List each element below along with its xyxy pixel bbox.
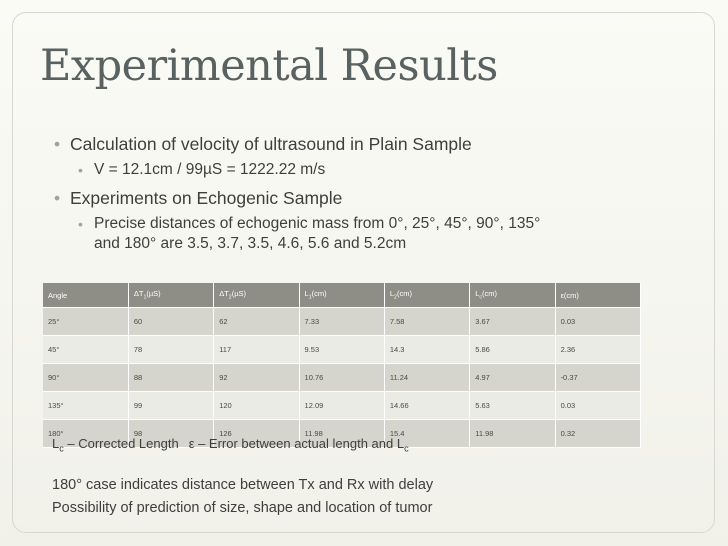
header-l1: L1(cm) <box>299 283 385 308</box>
bullet-dot-icon: • <box>54 188 61 208</box>
table-row: 90° 88 92 10.76 11.24 4.97 -0.37 <box>43 363 642 392</box>
table-row: 45° 78 117 9.53 14.3 5.86 2.36 <box>43 335 642 364</box>
cell-dt1: 60 <box>128 307 215 336</box>
header-angle: Angle <box>43 283 129 308</box>
sub-bullet-distances: • Precise distances of echogenic mass fr… <box>54 214 694 254</box>
cell-dt2: 120 <box>213 391 300 420</box>
cell-angle: 135° <box>43 391 129 420</box>
cell-l2: 14.66 <box>384 391 471 420</box>
cell-dt2: 62 <box>213 307 300 336</box>
legend-lc-text: – Corrected Length <box>63 436 179 451</box>
cell-dt1: 99 <box>128 391 215 420</box>
cell-l1: 9.53 <box>299 335 385 364</box>
sub-bullet-distances-line1: Precise distances of echogenic mass from… <box>94 215 541 232</box>
table-legend: Lc – Corrected Length ε – Error between a… <box>52 436 409 454</box>
legend-lc-symbol: L <box>52 436 60 451</box>
sub-bullet-velocity: • V = 12.1cm / 99µS = 1222.22 m/s <box>54 160 694 180</box>
cell-l1: 12.09 <box>299 391 385 420</box>
cell-l1: 7.33 <box>299 307 385 336</box>
conclusion-notes: 180° case indicates distance between Tx … <box>52 474 433 520</box>
cell-angle: 90° <box>43 363 129 392</box>
sub-bullet-distances-line2: and 180° are 3.5, 3.7, 3.5, 4.6, 5.6 and… <box>94 235 407 252</box>
sub-bullet-velocity-text: V = 12.1cm / 99µS = 1222.22 m/s <box>94 161 326 178</box>
cell-epsilon: 0.03 <box>555 391 642 420</box>
cell-dt1: 78 <box>128 335 215 364</box>
cell-l2: 7.58 <box>384 307 471 336</box>
legend-lc-subscript: c <box>59 443 64 454</box>
bullet-dot-icon: • <box>78 162 83 178</box>
cell-l2: 11.24 <box>384 363 471 392</box>
header-dt2: ΔT2(µS) <box>213 283 300 308</box>
cell-lc: 11.98 <box>469 419 556 448</box>
cell-l1: 10.76 <box>299 363 385 392</box>
cell-l2: 15.4 <box>384 419 471 448</box>
header-dt1: ΔT1(µS) <box>128 283 215 308</box>
cell-angle: 25° <box>43 307 129 336</box>
cell-epsilon: 2.36 <box>555 335 642 364</box>
cell-l2: 14.3 <box>384 335 471 364</box>
table-row: 135° 99 120 12.09 14.66 5.63 0.03 <box>43 391 642 420</box>
slide-frame <box>12 12 715 533</box>
bullet-velocity-text: Calculation of velocity of ultrasound in… <box>70 134 472 154</box>
cell-epsilon: 0.03 <box>555 307 642 336</box>
cell-angle: 180° <box>43 419 129 448</box>
results-table: Angle ΔT1(µS) ΔT2(µS) L1(cm) L2(cm) Lc(c… <box>43 283 642 448</box>
bullet-dot-icon: • <box>78 216 83 232</box>
table-row: 180° 98 126 11.98 15.4 11.98 0.32 <box>43 419 642 448</box>
table-header-row: Angle ΔT1(µS) ΔT2(µS) L1(cm) L2(cm) Lc(c… <box>43 283 642 308</box>
legend-epsilon-text: ε – Error between actual length and L <box>188 436 405 451</box>
header-l2: L2(cm) <box>384 283 471 308</box>
cell-dt1: 98 <box>128 419 215 448</box>
cell-epsilon: -0.37 <box>555 363 642 392</box>
slide-title: Experimental Results <box>40 41 498 91</box>
bullet-dot-icon: • <box>54 134 61 154</box>
cell-dt2: 126 <box>213 419 300 448</box>
header-lc: Lc(cm) <box>469 283 556 308</box>
cell-lc: 5.63 <box>469 391 556 420</box>
table-row: 25° 60 62 7.33 7.58 3.67 0.03 <box>43 307 642 336</box>
cell-lc: 4.97 <box>469 363 556 392</box>
note-prediction: Possibility of prediction of size, shape… <box>52 500 433 516</box>
bullet-echogenic-text: Experiments on Echogenic Sample <box>70 188 343 208</box>
bullet-echogenic: • Experiments on Echogenic Sample <box>54 186 694 210</box>
bullet-list: • Calculation of velocity of ultrasound … <box>54 132 694 260</box>
cell-lc: 3.67 <box>469 307 556 336</box>
cell-lc: 5.86 <box>469 335 556 364</box>
cell-dt2: 92 <box>213 363 300 392</box>
cell-dt2: 117 <box>213 335 300 364</box>
cell-epsilon: 0.32 <box>555 419 642 448</box>
cell-l1: 11.98 <box>299 419 385 448</box>
header-epsilon: ε(cm) <box>555 283 642 308</box>
cell-dt1: 88 <box>128 363 215 392</box>
note-delay: 180° case indicates distance between Tx … <box>52 477 434 493</box>
bullet-velocity: • Calculation of velocity of ultrasound … <box>54 132 694 156</box>
legend-epsilon-subscript: c <box>404 443 409 454</box>
cell-angle: 45° <box>43 335 129 364</box>
